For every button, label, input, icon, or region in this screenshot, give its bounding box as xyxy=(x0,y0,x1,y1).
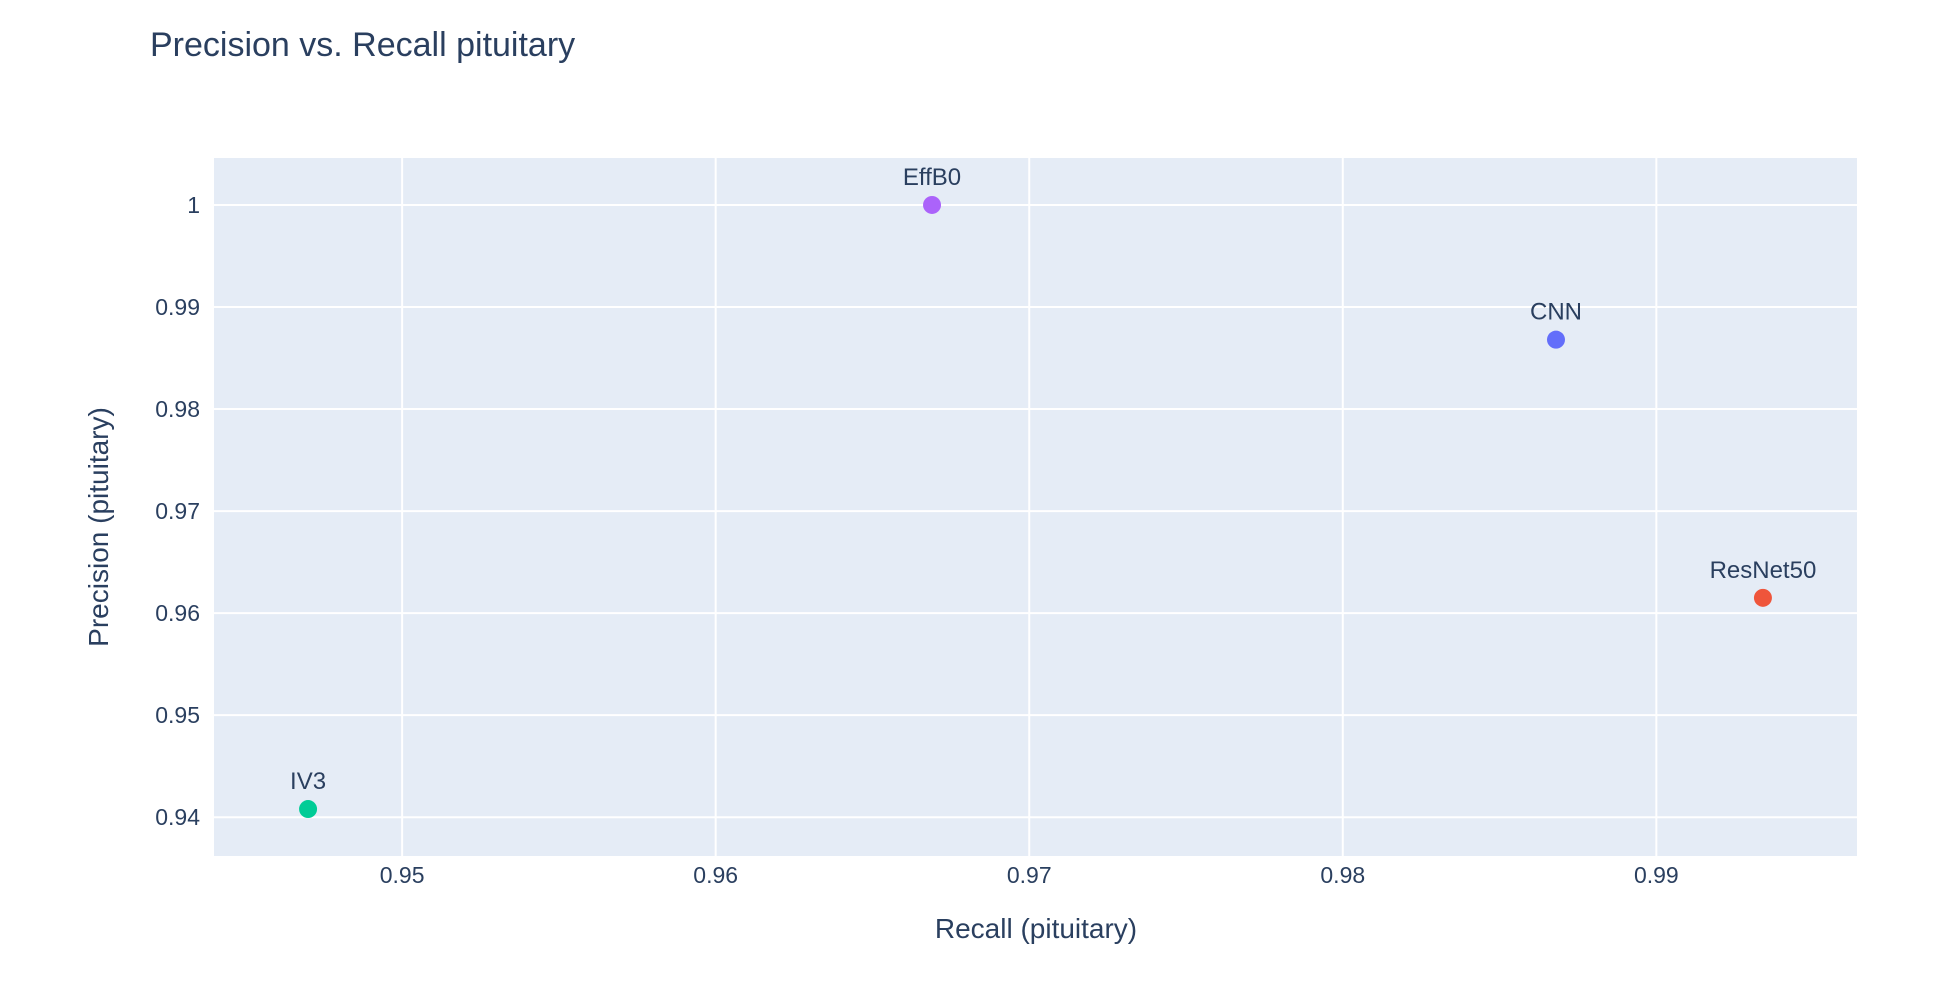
chart-title: Precision vs. Recall pituitary xyxy=(150,26,575,64)
data-label-iv3: IV3 xyxy=(290,768,326,795)
x-axis-ticks: 0.95 0.96 0.97 0.98 0.99 xyxy=(380,862,1679,888)
data-point-effb0[interactable] xyxy=(923,195,942,214)
data-label-effb0: EffB0 xyxy=(903,164,961,191)
x-tick-label: 0.96 xyxy=(693,862,738,888)
y-tick-label: 0.94 xyxy=(155,804,200,830)
y-tick-label: 1 xyxy=(187,192,200,218)
data-point-cnn[interactable] xyxy=(1546,330,1565,349)
x-tick-label: 0.95 xyxy=(380,862,425,888)
y-axis-title: Precision (pituitary) xyxy=(83,407,114,647)
x-axis-title: Recall (pituitary) xyxy=(935,913,1137,944)
y-tick-label: 0.95 xyxy=(155,702,200,728)
y-tick-label: 0.96 xyxy=(155,600,200,626)
data-label-resnet50: ResNet50 xyxy=(1710,557,1817,584)
y-tick-label: 0.98 xyxy=(155,396,200,422)
x-tick-label: 0.98 xyxy=(1320,862,1365,888)
grid-lines xyxy=(214,158,1857,856)
data-point-iv3[interactable] xyxy=(299,800,318,819)
y-tick-label: 0.99 xyxy=(155,294,200,320)
y-axis-ticks: 0.94 0.95 0.96 0.97 0.98 0.99 1 xyxy=(155,192,200,830)
data-label-cnn: CNN xyxy=(1530,299,1582,326)
plot-area xyxy=(214,158,1857,856)
x-tick-label: 0.97 xyxy=(1007,862,1052,888)
y-tick-label: 0.97 xyxy=(155,498,200,524)
x-tick-label: 0.99 xyxy=(1634,862,1679,888)
data-points: EffB0 CNN ResNet50 IV3 xyxy=(290,164,1817,819)
data-point-resnet50[interactable] xyxy=(1753,588,1772,607)
